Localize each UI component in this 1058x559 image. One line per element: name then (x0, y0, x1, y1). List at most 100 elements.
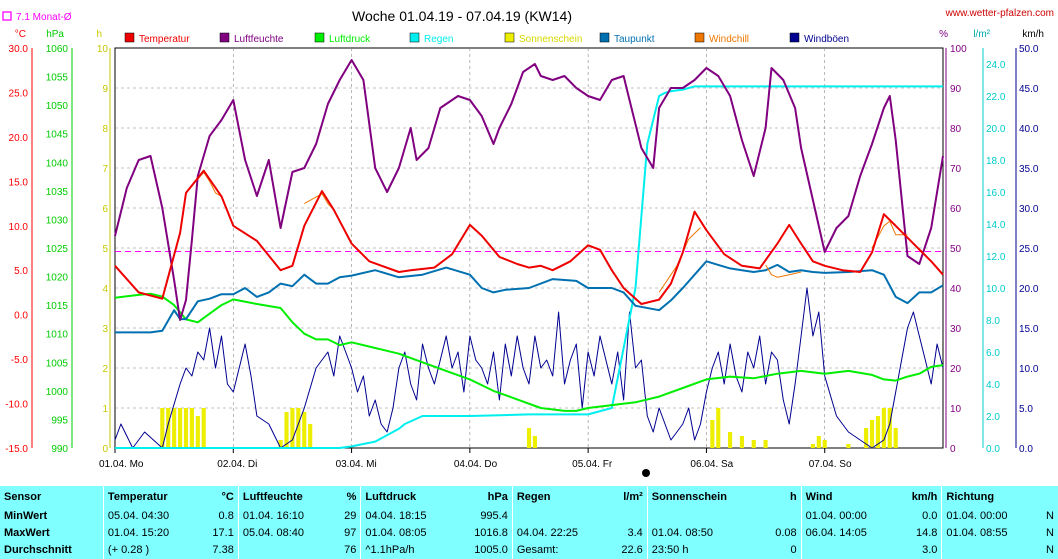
stats-cell-when: 01.04. 16:10 (237, 507, 333, 525)
stats-header-unit: km/h (911, 490, 938, 503)
stats-cell-when (511, 507, 607, 525)
stats-header-label: Temperatur (107, 490, 168, 503)
sunshine-bar (710, 420, 715, 448)
temp-axis-tick-label: 5.0 (14, 266, 28, 277)
stats-header: Sonnenschein (646, 486, 761, 508)
rain-axis-tick-label: 20.0 (986, 124, 1006, 135)
pressure-axis-tick-label: 1060 (46, 44, 69, 55)
sunshine-bar (296, 408, 301, 448)
wind-axis-tick-label: 5.0 (1019, 404, 1033, 415)
sun-axis-tick-label: 6 (102, 204, 108, 215)
temp-axis-tick-label: 15.0 (9, 177, 29, 188)
site-link[interactable]: www.wetter-pfalzen.com (945, 8, 1054, 19)
humidity-axis-tick-label: 70 (950, 164, 962, 175)
stats-cell-value: 3.0 (922, 544, 938, 557)
temp-axis-tick-label: 25.0 (9, 88, 29, 99)
temp-axis-tick-label: 0.0 (14, 311, 28, 322)
wind-axis-tick-label: 40.0 (1019, 124, 1039, 135)
wind-axis-tick-label: 45.0 (1019, 84, 1039, 95)
stats-header: Richtung (941, 486, 1037, 508)
rain-axis-tick-label: 24.0 (986, 60, 1006, 71)
pressure-axis-tick-label: 1025 (46, 244, 69, 255)
stats-cell-when: 23:50 h (646, 541, 761, 559)
sunshine-bar (816, 436, 821, 448)
stats-header: Wind (800, 486, 896, 508)
series-line-temperatur (114, 169, 944, 305)
stats-header: Luftfeuchte (237, 486, 333, 508)
sunshine-bar (526, 428, 532, 448)
chart-title: Woche 01.04.19 - 07.04.19 (KW14) (352, 8, 572, 24)
stats-header-label: Luftdruck (365, 490, 417, 503)
wind-axis-tick-label: 15.0 (1019, 324, 1039, 335)
stats-cell-when: Gesamt: (511, 541, 607, 559)
sun-axis-tick-label: 2 (102, 364, 108, 375)
sunshine-bar (308, 424, 313, 448)
stats-cell-when: 04.04. 22:25 (511, 524, 607, 542)
sunshine-bar (278, 440, 283, 448)
sunshine-bar (201, 408, 206, 448)
stats-cell-when (941, 541, 1037, 559)
stats-table: Sensor Temperatur °C Luftfeuchte% Luftdruck h… (0, 486, 1058, 559)
sunshine-bar (887, 408, 892, 448)
stats-cell-when (237, 541, 333, 559)
legend-label: Windböen (804, 34, 849, 45)
stats-header-label: Richtung (946, 490, 995, 503)
sunshine-bar (763, 440, 768, 448)
x-tick-label: 03.04. Mi (336, 459, 377, 470)
humidity-axis-tick-label: 40 (950, 284, 962, 295)
sunshine-bar (290, 408, 295, 448)
unit-wind: km/h (1022, 29, 1044, 40)
rain-axis-tick-label: 12.0 (986, 252, 1006, 263)
stats-cell-value: 17.1 (212, 527, 234, 540)
stats-header: Temperatur (102, 486, 198, 508)
stats-cell-when: 05.04. 04:30 (102, 507, 198, 525)
legend-label: Regen (424, 34, 453, 45)
humidity-axis-tick-label: 20 (950, 364, 962, 375)
stats-cell-value: 1016.8 (474, 527, 508, 540)
sun-axis-tick-label: 3 (102, 324, 108, 335)
rain-axis-tick-label: 0.0 (986, 444, 1000, 455)
stats-cell-when: 05.04. 08:40 (237, 524, 333, 542)
stats-cell-value: 0.08 (775, 527, 797, 540)
wind-axis-tick-label: 50.0 (1019, 44, 1039, 55)
series-line-taupunkt (115, 260, 944, 334)
stats-cell-when (646, 507, 761, 525)
pressure-axis-tick-label: 1035 (46, 187, 69, 198)
wind-axis-tick-label: 20.0 (1019, 284, 1039, 295)
pressure-axis-tick-label: 990 (51, 444, 68, 455)
pressure-axis-tick-label: 1050 (46, 101, 69, 112)
pressure-axis-tick-label: 1015 (46, 301, 69, 312)
legend-label: Sonnenschein (519, 34, 582, 45)
stats-cell-when: 01.04. 00:00 (941, 507, 1037, 525)
temp-axis-tick-label: -10.0 (5, 400, 28, 411)
stats-cell-when: 01.04. 08:05 (360, 524, 456, 542)
wind-axis-tick-label: 35.0 (1019, 164, 1039, 175)
x-tick-label: 06.04. Sa (690, 459, 733, 470)
sunshine-bar (739, 436, 744, 448)
x-tick-label: 05.04. Fr (572, 459, 613, 470)
legend-swatch (504, 32, 515, 43)
stats-header-unit: °C (221, 490, 234, 503)
weather-chart: Woche 01.04.19 - 07.04.19 (KW14) www.wet… (2, 8, 1054, 477)
x-tick-label: 01.04. Mo (99, 459, 144, 470)
sunshine-bar (177, 408, 183, 448)
pressure-axis-tick-label: 1000 (46, 387, 69, 398)
stats-cell-when (800, 541, 896, 559)
now-marker-icon (642, 469, 650, 477)
stats-cell-value: 7.38 (212, 544, 234, 557)
rain-axis-tick-label: 10.0 (986, 284, 1006, 295)
stats-header-label: Regen (516, 490, 551, 503)
stats-cell-value: 76 (344, 544, 357, 557)
sunshine-bar (751, 440, 756, 448)
stats-cell-when: 01.04. 08:55 (941, 524, 1037, 542)
sun-axis-tick-label: 10 (97, 44, 109, 55)
humidity-axis-tick-label: 10 (950, 404, 962, 415)
stats-cell-when: 04.04. 18:15 (360, 507, 456, 525)
rain-axis-tick-label: 8.0 (986, 316, 1000, 327)
stats-header: Sensor (0, 486, 103, 507)
stats-cell-value: 0.8 (218, 510, 234, 523)
unit-sun: h (96, 29, 102, 40)
stats-header-label: Wind (805, 490, 833, 503)
stats-header-label: Luftfeuchte (242, 490, 303, 503)
sunshine-bar (728, 432, 733, 448)
